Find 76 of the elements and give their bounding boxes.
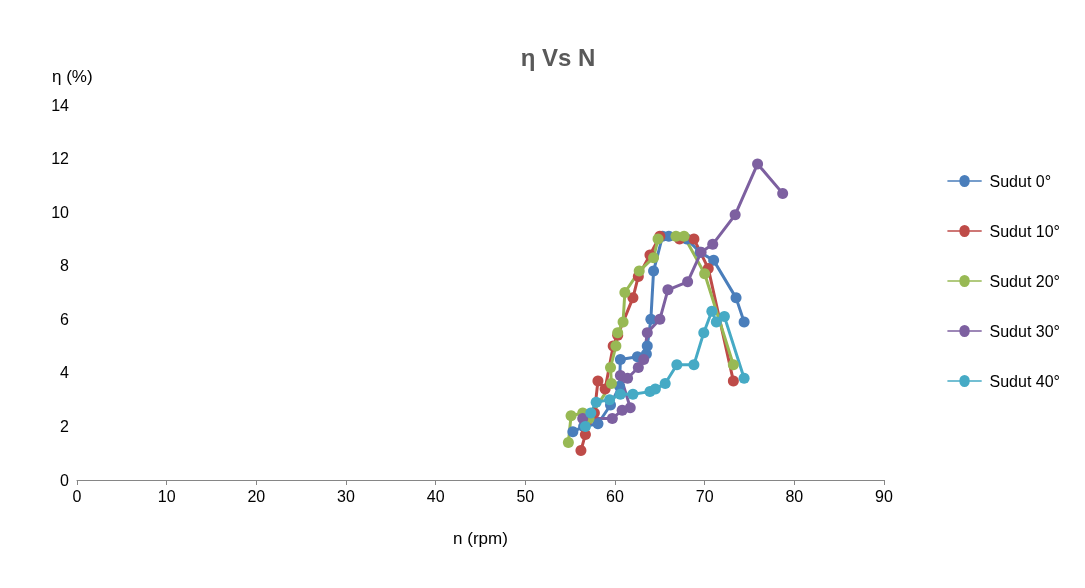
point	[727, 359, 739, 371]
point	[707, 238, 719, 250]
point	[604, 394, 616, 406]
point	[738, 316, 750, 328]
point	[633, 265, 645, 277]
point	[718, 311, 730, 323]
point	[619, 287, 631, 298]
point	[752, 158, 764, 170]
point	[688, 233, 700, 245]
point	[605, 362, 617, 373]
x-axis-title: n (rpm)	[453, 529, 508, 548]
point	[727, 375, 739, 387]
legend-label: Sudut 30°	[989, 322, 1060, 340]
point	[641, 340, 653, 352]
x-tick-label: 0	[72, 487, 82, 505]
point	[567, 426, 579, 438]
x-tick-label: 40	[426, 487, 445, 505]
point	[641, 327, 653, 339]
point	[565, 410, 577, 422]
point	[777, 187, 789, 199]
legend-label: Sudut 10°	[989, 222, 1060, 240]
point	[729, 209, 741, 221]
point	[710, 316, 722, 328]
point	[698, 327, 710, 339]
y-tick-label: 6	[60, 310, 70, 328]
point	[699, 268, 711, 280]
point	[708, 254, 720, 266]
x-tick-label: 20	[247, 487, 266, 505]
point	[605, 378, 617, 390]
point	[662, 284, 674, 296]
point	[738, 372, 750, 384]
point	[649, 383, 661, 395]
y-tick-label: 2	[60, 417, 70, 435]
y-axis-title: η (%)	[52, 67, 93, 86]
point	[648, 252, 660, 264]
x-tick-label: 80	[785, 487, 804, 505]
point	[706, 305, 718, 317]
y-tick-label: 10	[51, 203, 70, 221]
y-tick-label: 12	[51, 150, 70, 168]
point	[671, 359, 683, 371]
point	[688, 359, 700, 371]
point	[614, 353, 626, 365]
point	[590, 396, 602, 408]
y-tick-label: 0	[60, 471, 70, 489]
point	[659, 378, 671, 390]
x-tick-label: 30	[337, 487, 355, 505]
y-tick-label: 8	[60, 257, 70, 275]
x-tick-label: 70	[695, 487, 714, 505]
point	[622, 372, 634, 384]
point	[638, 353, 650, 365]
legend-label: Sudut 20°	[989, 272, 1060, 290]
x-tick-label: 10	[157, 487, 176, 505]
point	[562, 437, 574, 448]
point	[682, 276, 694, 288]
point	[627, 388, 639, 400]
point	[624, 402, 636, 414]
legend-label: Sudut 0°	[989, 172, 1052, 190]
point	[606, 412, 618, 424]
y-tick-label: 14	[51, 96, 70, 114]
point	[627, 292, 639, 304]
point	[632, 362, 644, 373]
point	[645, 313, 657, 325]
point	[575, 445, 587, 457]
x-tick-label: 50	[516, 487, 535, 505]
point	[654, 313, 666, 325]
point	[614, 388, 626, 400]
x-tick-label: 90	[875, 487, 893, 505]
legend-label: Sudut 40°	[989, 372, 1060, 390]
chart-title: η Vs N	[520, 43, 596, 71]
point	[617, 316, 629, 328]
point	[592, 375, 604, 387]
point	[730, 292, 742, 304]
point	[592, 418, 604, 430]
y-tick-label: 4	[60, 364, 70, 382]
point	[648, 265, 660, 277]
x-tick-label: 60	[606, 487, 624, 505]
